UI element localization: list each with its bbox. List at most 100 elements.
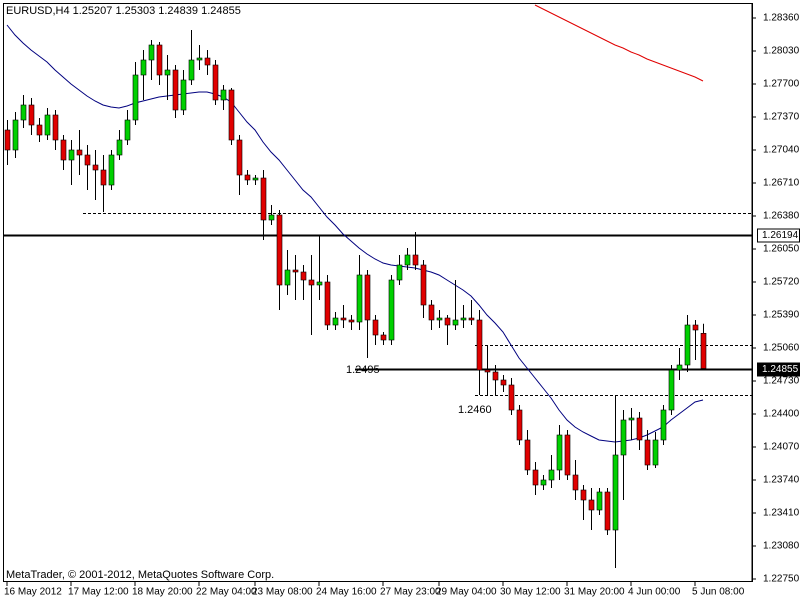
candle-body (196, 57, 203, 61)
x-tick-label: 29 May 04:00 (436, 587, 497, 598)
y-tick-label: 1.27040 (763, 145, 800, 156)
candle-body (140, 59, 147, 76)
annotation: 1.2495 (346, 364, 380, 376)
annotation: 1.2460 (458, 404, 492, 416)
candle-body (420, 264, 427, 306)
candle-body (500, 379, 507, 386)
candle-body (340, 317, 347, 321)
x-tick-label: 5 Jun 08:00 (692, 587, 745, 598)
candle-body (116, 139, 123, 156)
y-tick-label: 1.24400 (763, 409, 800, 420)
y-tick-label: 1.27370 (763, 112, 800, 123)
candle-body (612, 454, 619, 531)
candle-body (476, 319, 483, 371)
candle-body (660, 409, 667, 441)
candle-body (684, 324, 691, 366)
candle-body (268, 214, 275, 221)
candle-body (172, 69, 179, 111)
x-tick-label: 30 May 12:00 (500, 587, 561, 598)
candle-body (156, 44, 163, 76)
candle-body (4, 129, 11, 151)
candle-body (644, 439, 651, 466)
candle-body (484, 369, 491, 373)
candle-body (468, 317, 475, 321)
candle-body (36, 124, 43, 136)
candle-body (68, 149, 75, 161)
moving-average-line (534, 4, 704, 82)
candle-body (316, 281, 323, 286)
x-tick-label: 22 May 04:00 (196, 587, 257, 598)
candle-body (580, 489, 587, 501)
candle-body (60, 139, 67, 161)
candle-body (124, 119, 131, 141)
candle-body (108, 154, 115, 186)
candle-body (260, 177, 267, 221)
plot-frame (3, 3, 753, 582)
candle-body (412, 254, 419, 266)
candle-body (692, 324, 699, 331)
candle-body (404, 254, 411, 266)
candle-body (508, 384, 515, 411)
candle-body (252, 177, 259, 181)
y-tick-label: 1.23410 (763, 508, 800, 519)
candle-body (676, 364, 683, 371)
candle-body (236, 139, 243, 176)
candle-body (604, 491, 611, 531)
candle-body (572, 474, 579, 491)
candles (4, 30, 707, 568)
x-tick-label: 16 May 2012 (4, 587, 62, 598)
level-tag-label: 1.26194 (762, 230, 799, 241)
candle-body (388, 279, 395, 341)
candle-body (244, 174, 251, 181)
candle-body (84, 154, 91, 166)
x-tick-label: 27 May 23:00 (380, 587, 441, 598)
candle-body (564, 434, 571, 476)
level-tag-label: 1.24855 (762, 364, 799, 375)
candle-body (596, 491, 603, 511)
y-tick-label: 1.22750 (763, 574, 800, 585)
y-tick-label: 1.26380 (763, 211, 800, 222)
candle-body (300, 271, 307, 281)
y-tick-label: 1.24730 (763, 376, 800, 387)
y-tick-label: 1.28360 (763, 13, 800, 24)
candle-body (524, 439, 531, 471)
candle-body (436, 317, 443, 321)
candle-body (556, 434, 563, 471)
y-tick-label: 1.23740 (763, 475, 800, 486)
candle-body (652, 439, 659, 466)
x-tick-label: 23 May 08:00 (252, 587, 313, 598)
candle-body (636, 417, 643, 441)
candle-body (132, 74, 139, 121)
x-tick-label: 4 Jun 00:00 (628, 587, 681, 598)
candle-body (188, 59, 195, 81)
candle-body (332, 317, 339, 326)
candle-body (372, 319, 379, 336)
candle-body (532, 469, 539, 486)
y-tick-label: 1.25390 (763, 310, 800, 321)
candle-body (276, 214, 283, 286)
candle-body (548, 469, 555, 481)
chart-title: EURUSD,H4 1.25207 1.25303 1.24839 1.2485… (6, 5, 241, 17)
candle-body (396, 264, 403, 281)
candle-body (148, 44, 155, 61)
candle-body (460, 317, 467, 321)
x-tick-label: 24 May 16:00 (316, 587, 377, 598)
candle-body (100, 169, 107, 186)
candle-body (12, 119, 19, 151)
y-tick-label: 1.23080 (763, 541, 800, 552)
candle-body (284, 269, 291, 286)
y-tick-label: 1.27700 (763, 79, 800, 90)
candle-body (228, 89, 235, 141)
candle-body (308, 279, 315, 286)
candle-body (588, 499, 595, 511)
candle-body (492, 371, 499, 381)
candle-body (452, 319, 459, 326)
candle-body (28, 104, 35, 126)
x-tick-label: 18 May 20:00 (132, 587, 193, 598)
candle-body (428, 304, 435, 321)
candle-body (668, 369, 675, 411)
candle-body (20, 104, 27, 121)
y-tick-label: 1.26050 (763, 244, 800, 255)
